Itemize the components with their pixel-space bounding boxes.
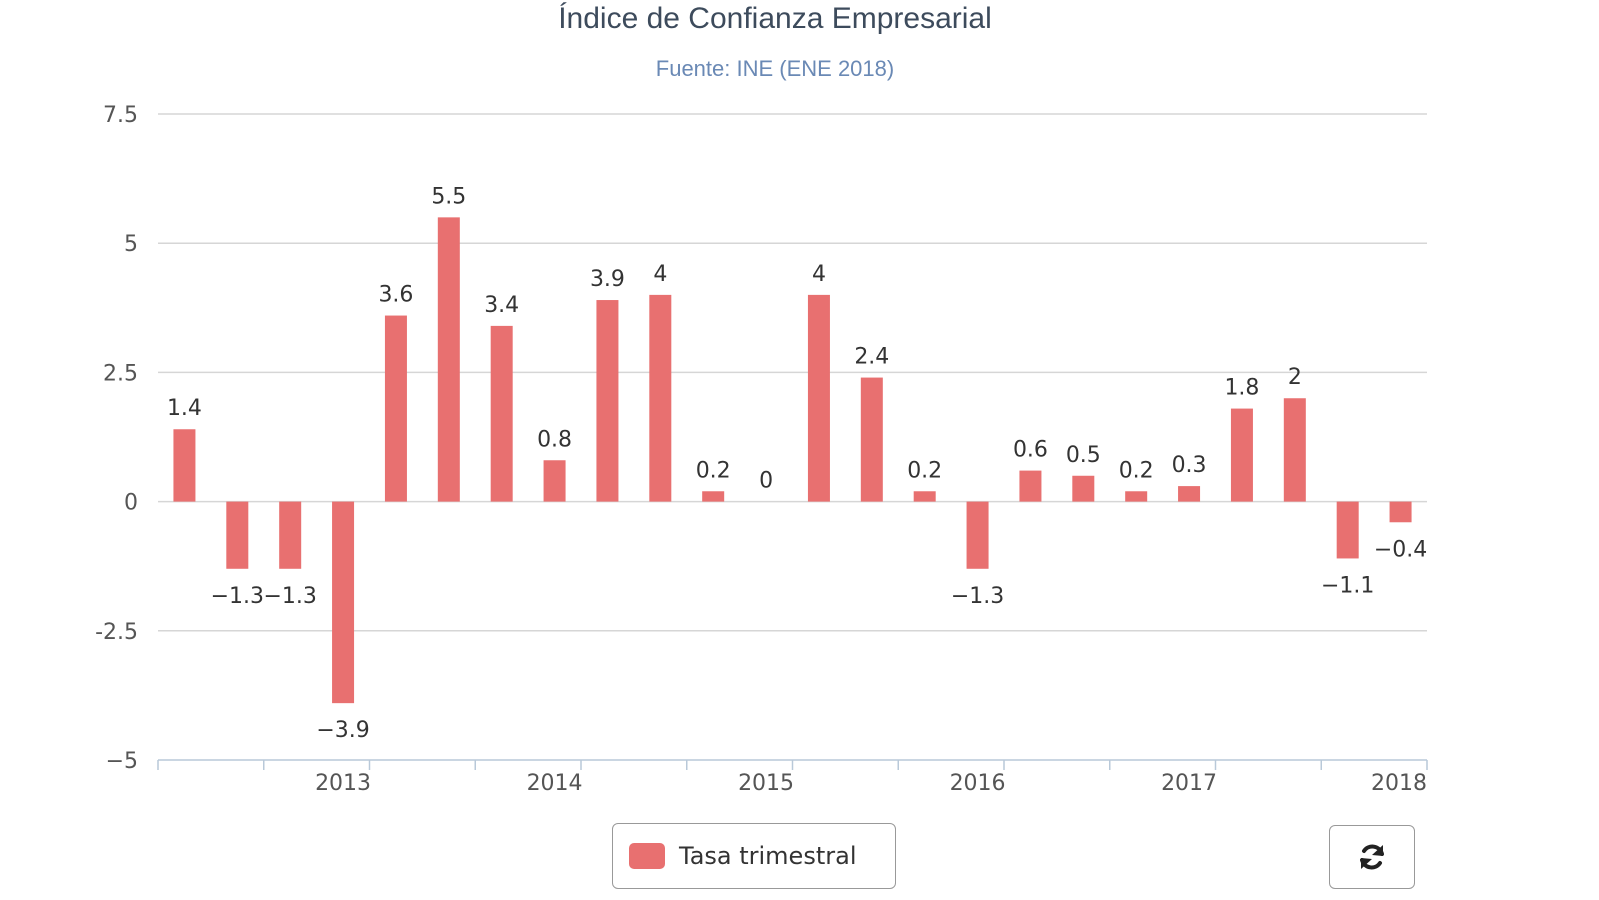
data-label: 3.4 — [484, 293, 519, 318]
bar[interactable] — [913, 491, 936, 502]
data-label: 3.6 — [378, 283, 413, 308]
data-label: −1.3 — [951, 584, 1004, 609]
legend-item-tasa-trimestral[interactable]: Tasa trimestral — [612, 823, 896, 889]
bar[interactable] — [1230, 408, 1253, 502]
data-label: 0.2 — [1119, 458, 1154, 483]
bar[interactable] — [702, 491, 725, 502]
bar[interactable] — [1283, 398, 1306, 502]
data-label: 0.6 — [1013, 438, 1048, 463]
bar[interactable] — [1389, 501, 1412, 523]
y-tick-label: 2.5 — [103, 361, 138, 386]
legend-label: Tasa trimestral — [679, 842, 857, 870]
x-tick-label: 2018 — [1371, 771, 1427, 796]
x-tick-label: 2014 — [527, 771, 583, 796]
bar[interactable] — [226, 501, 249, 569]
bar[interactable] — [437, 217, 460, 502]
data-label: −1.3 — [211, 584, 264, 609]
y-tick-label: -2.5 — [95, 620, 138, 645]
data-label: 5.5 — [431, 184, 466, 209]
data-label: 0.5 — [1066, 443, 1101, 468]
y-axis-ticks: 7.5 5 2.5 0 -2.5 −5 — [95, 103, 138, 774]
bar[interactable] — [1072, 475, 1095, 502]
data-label: 1.8 — [1224, 376, 1259, 401]
data-label: 0 — [759, 469, 773, 494]
data-label: 3.9 — [590, 267, 625, 292]
data-labels: 1.4−1.3 −1.3−3.93.65.53.40.83.9 40.2 042.40… — [167, 184, 1427, 743]
x-tick-label: 2013 — [315, 771, 371, 796]
bar[interactable] — [966, 501, 989, 569]
data-label: 0.2 — [907, 458, 942, 483]
bars — [173, 217, 1412, 704]
y-tick-label: −5 — [106, 749, 138, 774]
bar[interactable] — [596, 300, 619, 502]
bar-chart: 7.552.50-2.5−5 1.4−1.3 −1.3−3.93.65.53.40… — [95, 103, 1428, 796]
chart-title: Índice de Confianza Empresarial — [558, 2, 992, 35]
data-label: −1.1 — [1321, 573, 1374, 598]
bar[interactable] — [860, 377, 883, 502]
data-label: 2 — [1288, 365, 1302, 390]
grid-lines — [158, 113, 1427, 632]
bar[interactable] — [1019, 470, 1042, 502]
data-label: −0.4 — [1374, 537, 1427, 562]
bar[interactable] — [332, 501, 355, 704]
x-tick-label: 2016 — [950, 771, 1006, 796]
data-label: 1.4 — [167, 396, 202, 421]
bar[interactable] — [490, 325, 513, 502]
data-label: 0.3 — [1172, 453, 1207, 478]
data-label: 4 — [812, 262, 826, 287]
data-label: −3.9 — [316, 718, 369, 743]
bar[interactable] — [279, 501, 302, 569]
bar[interactable] — [807, 294, 830, 502]
bar[interactable] — [173, 429, 196, 502]
bar[interactable] — [1125, 491, 1148, 502]
chart-subtitle: Fuente: INE (ENE 2018) — [655, 56, 895, 81]
data-label: 4 — [653, 262, 667, 287]
legend-swatch — [629, 843, 665, 869]
bar[interactable] — [543, 460, 566, 502]
data-label: −1.3 — [263, 584, 316, 609]
data-label: 0.2 — [696, 458, 731, 483]
data-label: 2.4 — [854, 345, 889, 370]
bar[interactable] — [384, 315, 407, 502]
y-tick-label: 5 — [124, 232, 138, 257]
refresh-button[interactable] — [1329, 825, 1415, 889]
bar[interactable] — [649, 294, 672, 502]
data-label: 0.8 — [537, 427, 572, 452]
bar[interactable] — [1336, 501, 1359, 559]
y-tick-label: 7.5 — [103, 103, 138, 128]
x-tick-label: 2017 — [1161, 771, 1217, 796]
x-tick-label: 2015 — [738, 771, 794, 796]
y-tick-label: 0 — [124, 491, 138, 516]
refresh-icon — [1360, 844, 1384, 870]
x-axis: 2013 2014 2015 2016 2017 2018 — [157, 759, 1428, 796]
bar[interactable] — [1178, 486, 1201, 502]
